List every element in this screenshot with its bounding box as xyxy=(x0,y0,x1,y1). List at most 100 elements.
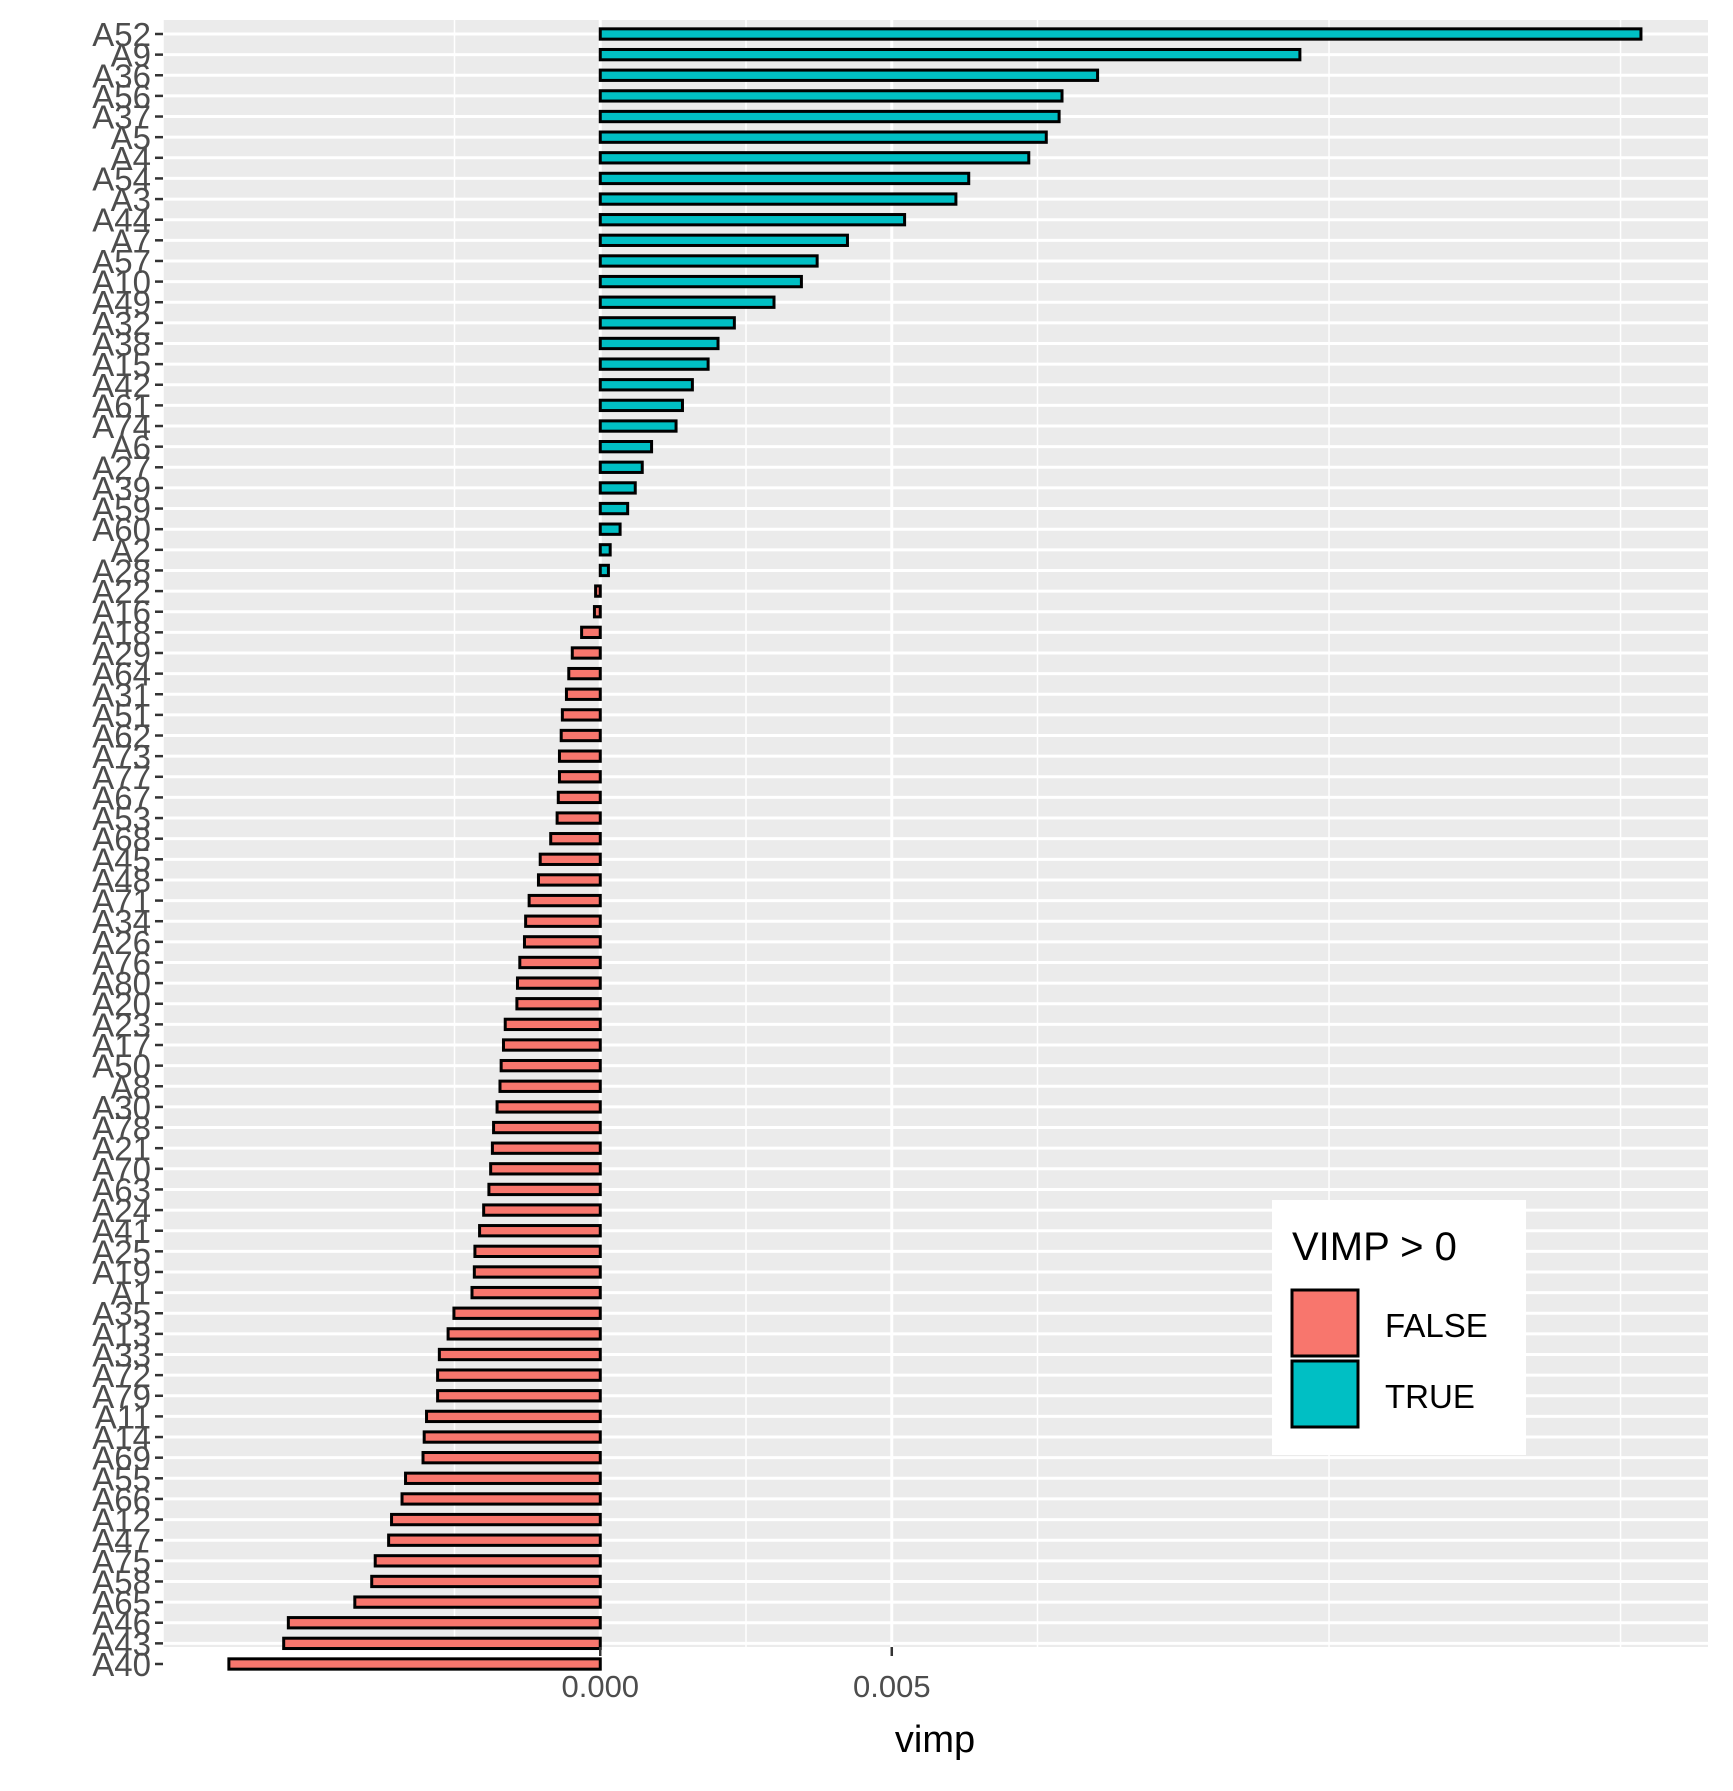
bar-A51 xyxy=(560,708,602,722)
y-tick-label-A40: A40 xyxy=(92,1646,151,1683)
bar-A8 xyxy=(498,1079,602,1093)
y-tick-label-A16: A16 xyxy=(92,594,151,631)
bar-A56 xyxy=(598,89,1064,103)
y-tick-label-A23: A23 xyxy=(92,1006,151,1043)
bar-A49 xyxy=(598,295,776,309)
legend-label-true: TRUE xyxy=(1385,1378,1475,1415)
y-tick-label-A13: A13 xyxy=(92,1316,151,1353)
bar-A72 xyxy=(436,1368,602,1382)
bar-A39 xyxy=(598,481,637,495)
bar-A45 xyxy=(538,852,602,866)
legend-title: VIMP > 0 xyxy=(1292,1225,1457,1269)
y-tick-label-A41: A41 xyxy=(92,1213,151,1250)
bar-A27 xyxy=(598,460,644,474)
bar-A6 xyxy=(598,440,654,454)
y-tick-label-A69: A69 xyxy=(92,1440,151,1477)
y-tick-label-A42: A42 xyxy=(92,367,151,404)
y-tick-label-A31: A31 xyxy=(92,676,151,713)
bar-A65 xyxy=(353,1595,602,1609)
bar-A64 xyxy=(567,666,602,681)
y-tick-label-A9: A9 xyxy=(111,37,151,74)
y-tick-label-A54: A54 xyxy=(92,160,151,197)
bar-A22 xyxy=(594,584,602,598)
bar-A19 xyxy=(472,1265,602,1279)
y-tick-label-A50: A50 xyxy=(92,1048,151,1085)
bar-A76 xyxy=(518,955,602,970)
bar-A15 xyxy=(598,357,710,371)
bar-A50 xyxy=(499,1058,602,1073)
y-tick-label-A6: A6 xyxy=(111,429,151,466)
bar-A43 xyxy=(282,1636,602,1651)
y-tick-label-A62: A62 xyxy=(92,718,151,755)
bar-A74 xyxy=(598,419,678,433)
y-tick-label-A46: A46 xyxy=(92,1605,151,1642)
bar-A11 xyxy=(425,1409,602,1424)
y-tick-label-A17: A17 xyxy=(92,1027,151,1064)
x-axis: 0.000 0.005 xyxy=(561,1647,931,1704)
bar-A41 xyxy=(478,1224,602,1238)
y-tick-label-A51: A51 xyxy=(92,697,151,734)
y-tick-label-A34: A34 xyxy=(92,903,151,940)
y-tick-label-A76: A76 xyxy=(92,944,151,981)
bar-A63 xyxy=(487,1182,602,1197)
bar-A75 xyxy=(373,1554,602,1568)
bar-A10 xyxy=(598,274,803,289)
bar-A28 xyxy=(598,563,610,578)
bar-A4 xyxy=(598,151,1031,165)
y-tick-label-A21: A21 xyxy=(92,1130,151,1167)
bar-A21 xyxy=(490,1141,602,1155)
y-tick-label-A24: A24 xyxy=(92,1192,151,1229)
bar-A35 xyxy=(452,1306,602,1320)
bar-A60 xyxy=(598,522,622,536)
y-tick-label-A12: A12 xyxy=(92,1502,151,1539)
y-tick-labels: A52A9A36A56A37A5A4A54A3A44A7A57A10A49A32… xyxy=(92,16,163,1683)
y-tick-label-A71: A71 xyxy=(92,883,151,920)
bar-A31 xyxy=(564,687,602,701)
y-tick-label-A72: A72 xyxy=(92,1357,151,1394)
bar-A52 xyxy=(598,27,1643,41)
bar-A23 xyxy=(503,1017,602,1032)
bar-A55 xyxy=(404,1471,602,1485)
y-tick-label-A56: A56 xyxy=(92,78,151,115)
y-tick-label-A36: A36 xyxy=(92,57,151,94)
y-tick-label-A61: A61 xyxy=(92,387,151,424)
y-tick-label-A22: A22 xyxy=(92,573,151,610)
bar-A9 xyxy=(598,47,1302,62)
y-tick-label-A49: A49 xyxy=(92,284,151,321)
x-axis-title: vimp xyxy=(895,1719,975,1761)
y-tick-label-A32: A32 xyxy=(92,305,151,342)
bar-A7 xyxy=(598,233,849,247)
y-tick-label-A74: A74 xyxy=(92,408,151,445)
y-tick-label-A59: A59 xyxy=(92,491,151,528)
y-tick-label-A33: A33 xyxy=(92,1337,151,1374)
y-tick-label-A27: A27 xyxy=(92,449,151,486)
y-tick-label-A39: A39 xyxy=(92,470,151,507)
bar-A32 xyxy=(598,316,736,330)
bar-A33 xyxy=(437,1347,602,1362)
y-tick-label-A66: A66 xyxy=(92,1481,151,1518)
y-tick-label-A75: A75 xyxy=(92,1543,151,1580)
y-tick-label-A65: A65 xyxy=(92,1584,151,1621)
y-tick-label-A35: A35 xyxy=(92,1295,151,1332)
bar-A34 xyxy=(524,914,602,928)
y-tick-label-A10: A10 xyxy=(92,264,151,301)
bar-A69 xyxy=(421,1451,602,1465)
bar-A70 xyxy=(489,1162,602,1176)
y-tick-label-A58: A58 xyxy=(92,1563,151,1600)
y-tick-label-A47: A47 xyxy=(92,1522,151,1559)
bar-A14 xyxy=(422,1430,602,1444)
bar-A12 xyxy=(390,1512,602,1527)
y-tick-label-A7: A7 xyxy=(111,222,151,259)
y-tick-label-A8: A8 xyxy=(111,1068,151,1105)
y-tick-label-A3: A3 xyxy=(111,181,151,218)
bar-A40 xyxy=(227,1657,602,1671)
bar-A57 xyxy=(598,254,819,268)
y-tick-label-A37: A37 xyxy=(92,99,151,136)
y-tick-label-A63: A63 xyxy=(92,1171,151,1208)
y-tick-label-A18: A18 xyxy=(92,614,151,651)
bar-A36 xyxy=(598,68,1100,82)
y-tick-label-A78: A78 xyxy=(92,1110,151,1147)
y-tick-label-A64: A64 xyxy=(92,656,151,693)
bar-A68 xyxy=(549,832,602,846)
y-tick-label-A70: A70 xyxy=(92,1151,151,1188)
